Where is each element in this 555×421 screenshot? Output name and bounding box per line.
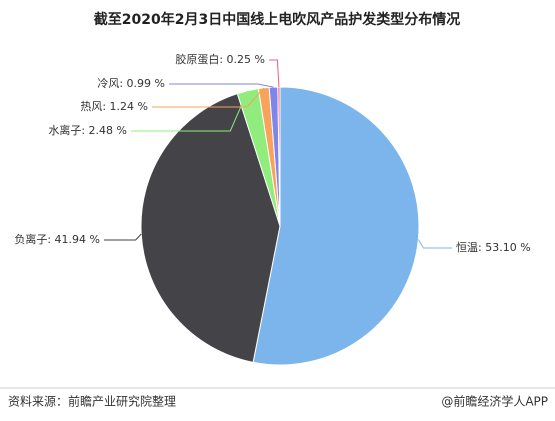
leader-line	[152, 87, 265, 108]
leader-line	[417, 239, 452, 249]
slice-value: 1.24 %	[110, 100, 148, 113]
slice-label: 胶原蛋白: 0.25 %	[175, 52, 265, 66]
slice-name: 恒温	[456, 241, 478, 254]
slice-name: 水离子	[48, 123, 81, 137]
credit: @前瞻经济学人APP	[441, 394, 548, 409]
slice-label: 恒温: 53.10 %	[456, 241, 531, 254]
separator: :	[478, 241, 485, 254]
separator: :	[102, 100, 109, 113]
pie-slice	[277, 86, 281, 227]
separator: :	[47, 233, 54, 246]
slice-value: 41.94 %	[55, 233, 100, 246]
slice-value: 53.10 %	[485, 241, 530, 254]
separator: :	[219, 53, 226, 66]
chart-title: 截至2020年2月3日中国线上电吹风产品护发类型分布情况	[94, 11, 460, 28]
slice-name: 负离子	[14, 232, 47, 246]
leader-line	[104, 233, 142, 241]
slice-label: 负离子: 41.94 %	[14, 232, 100, 246]
slice-label: 水离子: 2.48 %	[48, 123, 127, 137]
leader-line	[269, 59, 280, 88]
separator: :	[119, 77, 126, 90]
source: 资料来源：前瞻产业研究院整理	[8, 394, 176, 409]
slice-value: 0.99 %	[127, 77, 165, 90]
slice-name: 热风	[80, 100, 102, 113]
separator: :	[81, 124, 88, 137]
slice-label: 热风: 1.24 %	[80, 100, 148, 113]
slice-label: 冷风: 0.99 %	[97, 77, 165, 90]
slice-name: 冷风	[97, 77, 119, 90]
leader-line	[131, 90, 249, 132]
pie-slice	[252, 86, 420, 366]
slice-value: 2.48 %	[89, 124, 127, 137]
leader-line	[169, 83, 274, 88]
slice-value: 0.25 %	[227, 53, 265, 66]
slice-name: 胶原蛋白	[175, 52, 219, 66]
